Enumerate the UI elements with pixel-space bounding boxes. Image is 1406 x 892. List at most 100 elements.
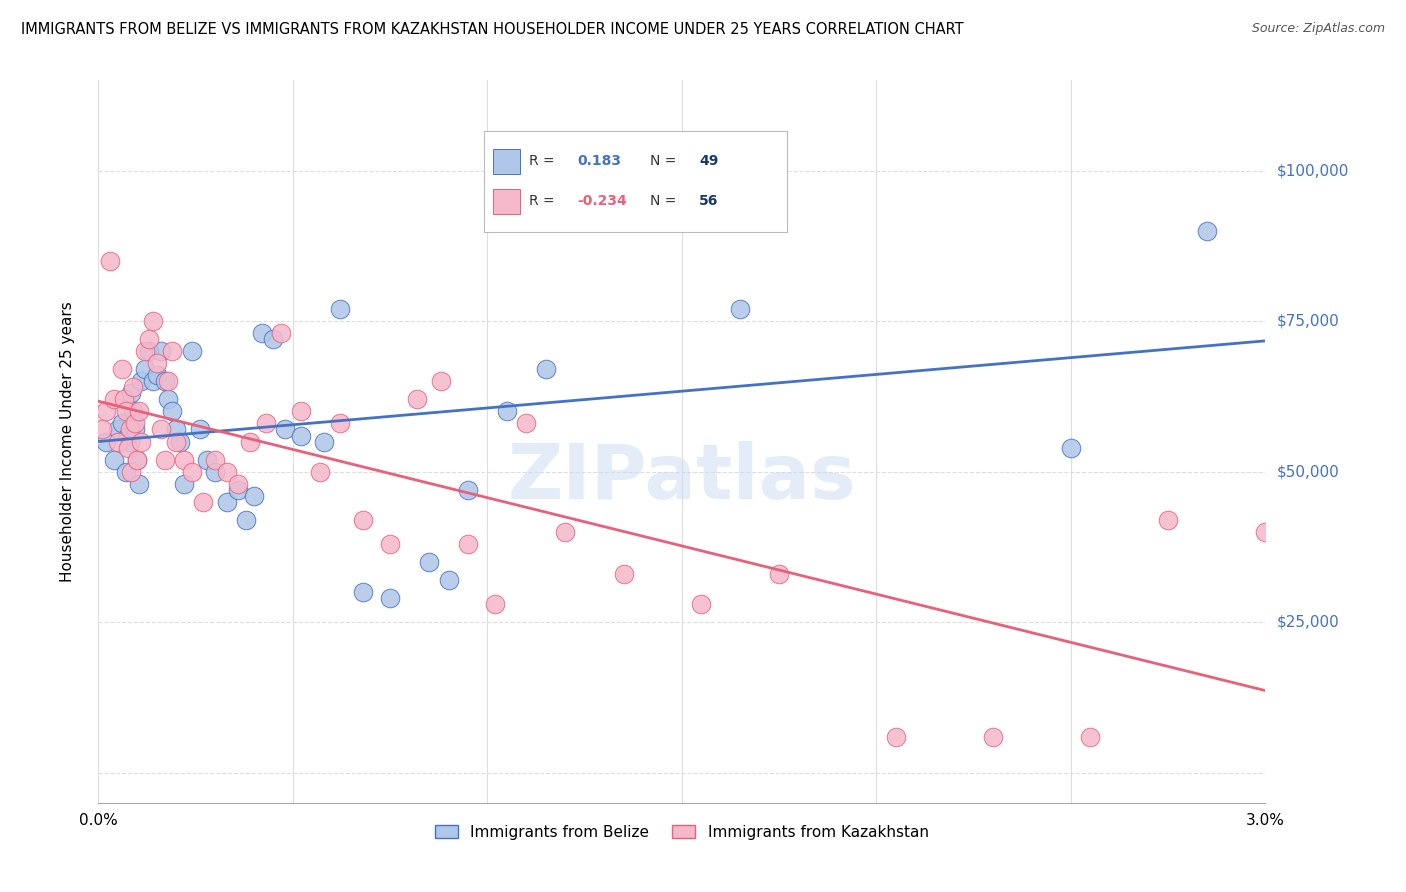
Point	[157, 392, 180, 407]
Point	[96, 434, 118, 449]
Point	[329, 301, 352, 317]
Point	[204, 465, 226, 479]
Point	[690, 597, 713, 611]
Point	[138, 332, 160, 346]
Point	[188, 422, 211, 436]
Text: ZIPatlas: ZIPatlas	[508, 441, 856, 515]
Point	[228, 483, 250, 497]
Point	[111, 362, 134, 376]
Point	[180, 344, 202, 359]
Point	[129, 374, 152, 388]
Point	[195, 452, 218, 467]
Point	[981, 730, 1004, 744]
Point	[352, 513, 374, 527]
Point	[290, 428, 312, 442]
Point	[457, 483, 479, 497]
Point	[380, 537, 402, 551]
Legend: Immigrants from Belize, Immigrants from Kazakhstan: Immigrants from Belize, Immigrants from …	[429, 819, 935, 846]
Point	[103, 452, 125, 467]
Point	[768, 567, 790, 582]
Point	[239, 434, 262, 449]
Point	[122, 380, 145, 394]
Point	[162, 404, 184, 418]
Point	[457, 537, 479, 551]
Point	[111, 417, 134, 431]
Point	[515, 417, 537, 431]
Point	[329, 417, 352, 431]
Point	[124, 417, 146, 431]
Point	[118, 434, 141, 449]
Point	[96, 404, 118, 418]
Point	[671, 211, 693, 226]
Point	[121, 386, 143, 401]
Point	[270, 326, 292, 340]
Point	[107, 422, 129, 436]
Point	[1080, 730, 1102, 744]
Point	[157, 374, 180, 388]
Point	[884, 730, 907, 744]
Point	[215, 465, 238, 479]
Point	[290, 404, 312, 418]
Point	[173, 452, 195, 467]
Text: IMMIGRANTS FROM BELIZE VS IMMIGRANTS FROM KAZAKHSTAN HOUSEHOLDER INCOME UNDER 25: IMMIGRANTS FROM BELIZE VS IMMIGRANTS FRO…	[21, 22, 963, 37]
Point	[114, 465, 136, 479]
Point	[146, 368, 169, 383]
Text: $25,000: $25,000	[1277, 615, 1340, 630]
Point	[228, 476, 250, 491]
Text: $50,000: $50,000	[1277, 464, 1340, 479]
Point	[235, 513, 257, 527]
Point	[418, 555, 440, 569]
Point	[127, 452, 149, 467]
Point	[173, 476, 195, 491]
Point	[613, 567, 636, 582]
Point	[128, 476, 150, 491]
Point	[112, 392, 135, 407]
Point	[429, 374, 451, 388]
Point	[142, 374, 165, 388]
Point	[380, 591, 402, 606]
Point	[138, 344, 160, 359]
Point	[118, 422, 141, 436]
Point	[1197, 224, 1219, 238]
Point	[1060, 441, 1083, 455]
Point	[134, 344, 156, 359]
Point	[496, 404, 519, 418]
Point	[91, 422, 114, 436]
Point	[117, 441, 139, 455]
Point	[129, 434, 152, 449]
Point	[243, 489, 266, 503]
Point	[149, 344, 172, 359]
Point	[1157, 513, 1180, 527]
Point	[254, 417, 277, 431]
Point	[1254, 524, 1277, 539]
Point	[204, 452, 226, 467]
Point	[309, 465, 332, 479]
Point	[437, 573, 460, 587]
Point	[162, 344, 184, 359]
Point	[149, 422, 172, 436]
Point	[124, 422, 146, 436]
Point	[128, 404, 150, 418]
Point	[484, 597, 506, 611]
Point	[180, 465, 202, 479]
Point	[98, 253, 121, 268]
Point	[165, 434, 187, 449]
Point	[312, 434, 335, 449]
Point	[134, 362, 156, 376]
Point	[262, 332, 284, 346]
Point	[165, 422, 187, 436]
Point	[153, 452, 176, 467]
Point	[142, 314, 165, 328]
Point	[193, 494, 215, 508]
Point	[107, 434, 129, 449]
Point	[554, 524, 576, 539]
Point	[121, 465, 143, 479]
Point	[534, 362, 557, 376]
Point	[406, 392, 429, 407]
Point	[730, 301, 752, 317]
Point	[215, 494, 238, 508]
Y-axis label: Householder Income Under 25 years: Householder Income Under 25 years	[60, 301, 75, 582]
Text: $100,000: $100,000	[1277, 163, 1348, 178]
Text: $75,000: $75,000	[1277, 314, 1340, 328]
Point	[352, 585, 374, 599]
